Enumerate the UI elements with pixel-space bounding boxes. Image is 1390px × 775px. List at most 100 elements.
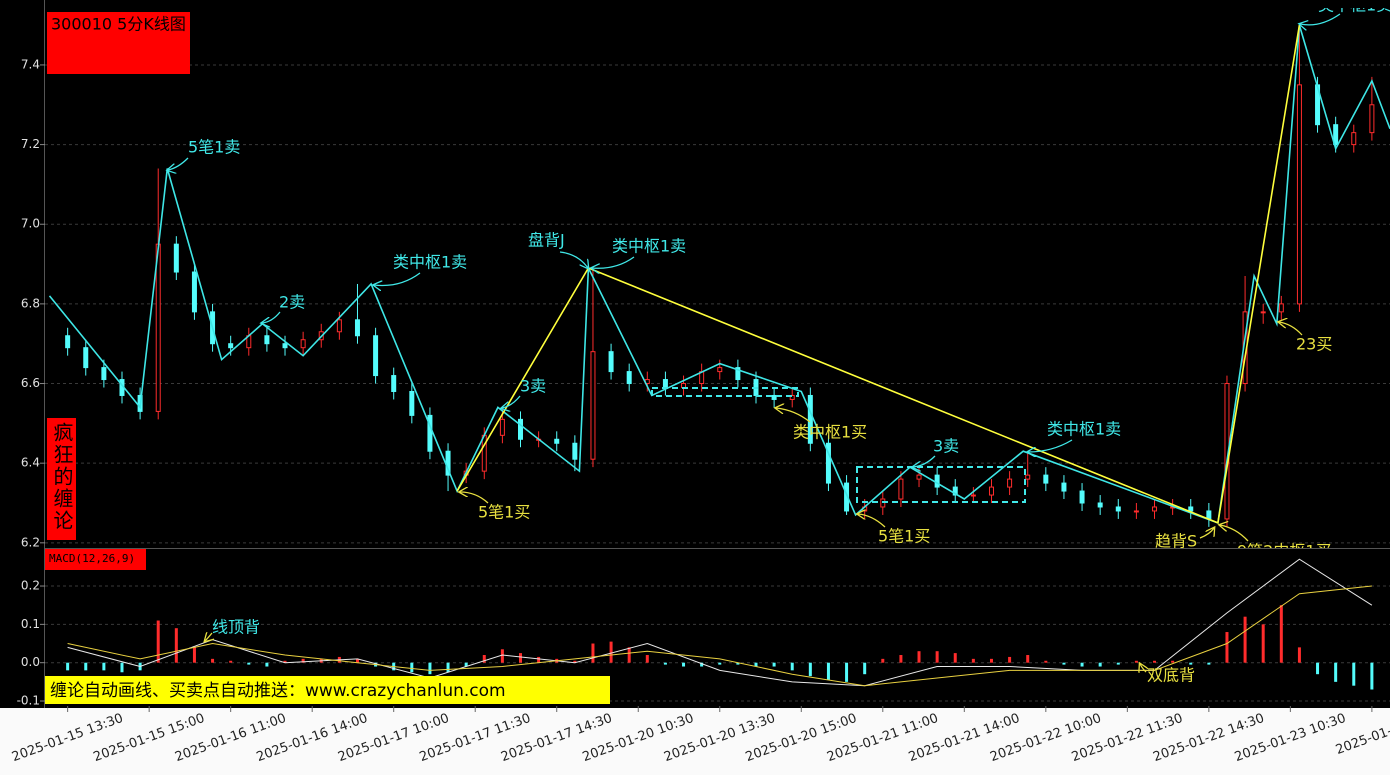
candle-body: [1133, 510, 1139, 513]
macd-bar: [1098, 662, 1102, 667]
candle-body: [373, 335, 379, 377]
candle-body: [681, 383, 687, 389]
macd-bar: [1352, 662, 1356, 686]
candle-body: [1061, 482, 1067, 492]
chart-title: 300010 5分K线图: [51, 15, 186, 34]
annotation: 类中枢1卖: [612, 237, 686, 256]
candle-body: [155, 243, 161, 412]
macd-title-box: [45, 549, 146, 570]
candle-body: [1097, 502, 1103, 508]
annotation: 3卖: [520, 377, 546, 396]
y-tick-label: 0.1: [21, 617, 40, 631]
annotation: 线顶背: [212, 618, 260, 637]
candle-body: [1115, 506, 1121, 512]
macd-bar: [1134, 660, 1138, 663]
candle-body: [662, 379, 668, 389]
macd-bar: [211, 658, 215, 663]
macd-bar: [229, 660, 233, 663]
annotation: 23买: [1296, 335, 1332, 354]
annotation-arrow: [1140, 664, 1146, 672]
macd-bar: [953, 653, 957, 663]
annotation: 5笔1买: [478, 503, 530, 522]
annotation-arrow: [858, 514, 886, 528]
pivot-box: [651, 387, 799, 397]
candle-body: [771, 394, 777, 400]
annotation: 5笔1买: [878, 527, 930, 546]
macd-bar: [1171, 660, 1175, 663]
candle-body: [173, 243, 179, 273]
annotation-arrow: [776, 408, 811, 423]
annotation: 9笔2中枢1买: [1237, 542, 1332, 561]
macd-bar: [881, 658, 885, 663]
annotation-arrow: [502, 395, 521, 408]
candle-body: [409, 390, 415, 416]
macd-bar: [1243, 616, 1247, 663]
candle-body: [916, 474, 922, 480]
candle-body: [934, 474, 940, 488]
annotation-arrow: [460, 492, 489, 504]
macd-bar: [845, 662, 849, 682]
macd-bar: [482, 655, 486, 663]
candle-body: [228, 343, 234, 349]
macd-bar: [700, 662, 704, 667]
macd-bar: [120, 662, 124, 673]
macd-bar: [863, 662, 867, 675]
annotation: 2卖: [279, 293, 305, 312]
macd-bar: [500, 649, 504, 663]
candle-body: [590, 351, 596, 460]
candle-body: [608, 351, 614, 373]
y-tick-label: 6.2: [21, 535, 40, 549]
y-tick-label: 6.8: [21, 296, 40, 310]
macd-bar: [1189, 662, 1193, 665]
candle-body: [1043, 474, 1049, 484]
candle-body: [789, 394, 795, 400]
candle-body: [300, 339, 306, 349]
x-axis-strip: [0, 708, 1390, 775]
background: [0, 0, 1390, 708]
macd-bar: [66, 662, 70, 671]
macd-bar: [1279, 605, 1283, 663]
macd-bar: [1116, 662, 1120, 665]
macd-bar: [537, 656, 541, 663]
macd-bar: [609, 641, 613, 663]
macd-bar: [971, 658, 975, 663]
annotation-arrow: [1300, 13, 1341, 25]
macd-bar: [718, 662, 722, 665]
macd-bar: [102, 662, 106, 671]
annotation-arrow: [592, 256, 635, 268]
candle-body: [354, 319, 360, 337]
macd-bar: [464, 662, 468, 667]
macd-bar: [410, 662, 414, 673]
side-label: 疯狂的缠论: [50, 422, 74, 532]
y-tick-label: 7.4: [21, 57, 40, 71]
candle-body: [1351, 132, 1357, 146]
candle-body: [626, 371, 632, 385]
macd-bar: [790, 662, 794, 671]
candle-body: [1369, 104, 1375, 134]
macd-bar: [627, 647, 631, 663]
macd-bar: [917, 651, 921, 663]
candle-body: [391, 375, 397, 392]
macd-bar: [1370, 662, 1374, 690]
macd-bar: [1080, 662, 1084, 667]
macd-bar: [301, 658, 305, 663]
candle-body: [554, 438, 560, 444]
annotation-arrow: [374, 272, 421, 286]
macd-bar: [1062, 662, 1066, 665]
annotation-arrow: [1028, 439, 1073, 452]
annotations: 5笔1卖 2卖 类中枢1卖 盘背J 类中枢1卖 3卖 5笔1买 类中枢1买 3卖…: [47, 0, 1390, 561]
macd-bar: [1261, 624, 1265, 663]
macd-bar: [645, 655, 649, 663]
candle-body: [898, 478, 904, 500]
candle-body: [1152, 506, 1158, 512]
annotation: 类中枢1卖: [1318, 0, 1390, 15]
macd-bar: [446, 662, 450, 673]
candle-body: [1025, 474, 1031, 480]
annotation-arrow: [1279, 322, 1303, 336]
annotation: 趋背S: [1155, 532, 1197, 551]
macd-bar: [355, 658, 359, 663]
side-label-box: [47, 418, 76, 540]
macd-bar: [808, 662, 812, 677]
